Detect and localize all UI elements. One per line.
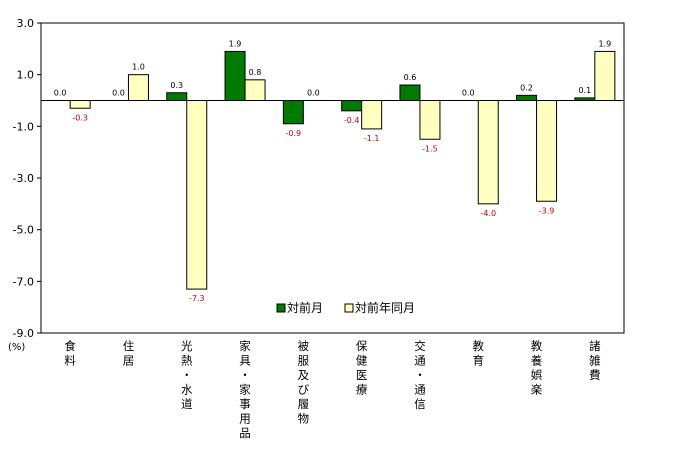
- label-month-9: 0.1: [578, 86, 591, 95]
- category-label: 被服及び履物: [298, 339, 310, 426]
- y-axis: 3.0 1.0 -1.0 -3.0 -5.0 -7.0 -9.0: [13, 17, 41, 340]
- bar-year-9: [594, 50, 616, 101]
- category-label: 光熱・水道: [181, 339, 193, 411]
- bar-year-3: [244, 79, 266, 102]
- label-year-1: 1.0: [132, 63, 145, 72]
- label-year-9: 1.9: [598, 39, 611, 48]
- label-year-5: -1.1: [364, 134, 380, 143]
- legend: 対前月 対前年同月: [276, 300, 415, 315]
- bar-year-8: [536, 100, 558, 202]
- bar-month-5: [341, 100, 363, 112]
- label-month-0: 0.0: [54, 89, 67, 98]
- bar-month-4: [282, 100, 304, 125]
- category-label: 家具・家事用品: [239, 339, 251, 440]
- label-year-2: -7.3: [189, 294, 205, 303]
- label-month-3: 1.9: [229, 39, 242, 48]
- data-labels: 0.0 -0.3 0.0 1.0 0.3 -7.3 1.9 0.8 -0.9 0.0 -0.4 -1.…: [54, 39, 611, 303]
- bar-month-3: [224, 50, 246, 101]
- category-label: 食料: [64, 339, 76, 368]
- label-month-4: -0.9: [286, 129, 302, 138]
- y-tick-label: -5.0: [13, 224, 34, 237]
- legend-swatch: [276, 303, 286, 313]
- bar-year-6: [419, 100, 441, 140]
- label-month-5: -0.4: [344, 116, 360, 125]
- bar-year-5: [361, 100, 383, 130]
- legend-swatch: [344, 303, 354, 313]
- x-axis-categories: 食料 住居 光熱・水道 家具・家事用品 被服及び履物 保健医療 交通・通信 教育 教養娯楽 諸雑費: [64, 339, 601, 440]
- label-month-7: 0.0: [462, 89, 475, 98]
- y-tick-label: -1.0: [13, 120, 34, 133]
- category-label: 住居: [123, 339, 135, 368]
- category-label: 教養娯楽: [531, 339, 543, 397]
- category-label: 教育: [473, 339, 485, 368]
- y-tick-label: -9.0: [13, 327, 34, 340]
- unit-label: (%): [8, 342, 25, 353]
- y-tick-label: -3.0: [13, 172, 34, 185]
- bars: [69, 50, 616, 290]
- label-year-3: 0.8: [249, 68, 262, 77]
- bar-month-8: [516, 94, 538, 102]
- bar-month-2: [166, 92, 188, 101]
- label-month-2: 0.3: [170, 81, 183, 90]
- bar-month-6: [399, 84, 421, 101]
- label-year-4: 0.0: [307, 89, 320, 98]
- bar-year-7: [477, 100, 499, 205]
- bar-year-2: [186, 100, 208, 290]
- y-tick-label: 1.0: [17, 69, 35, 82]
- category-label: 諸雑費: [589, 339, 601, 382]
- label-year-8: -3.9: [539, 206, 555, 215]
- legend-label: 対前月: [287, 300, 323, 315]
- legend-label: 対前年同月: [355, 300, 415, 315]
- category-label: 交通・通信: [414, 339, 426, 411]
- bar-year-0: [69, 100, 91, 109]
- label-month-1: 0.0: [112, 89, 125, 98]
- label-month-6: 0.6: [404, 73, 417, 82]
- y-tick-label: -7.0: [13, 275, 34, 288]
- label-month-8: 0.2: [520, 83, 533, 92]
- label-year-7: -4.0: [480, 209, 496, 218]
- label-year-6: -1.5: [422, 144, 438, 153]
- category-label: 保健医療: [356, 339, 368, 397]
- bar-year-1: [127, 74, 149, 101]
- label-year-0: -0.3: [72, 113, 88, 122]
- y-tick-label: 3.0: [17, 17, 35, 30]
